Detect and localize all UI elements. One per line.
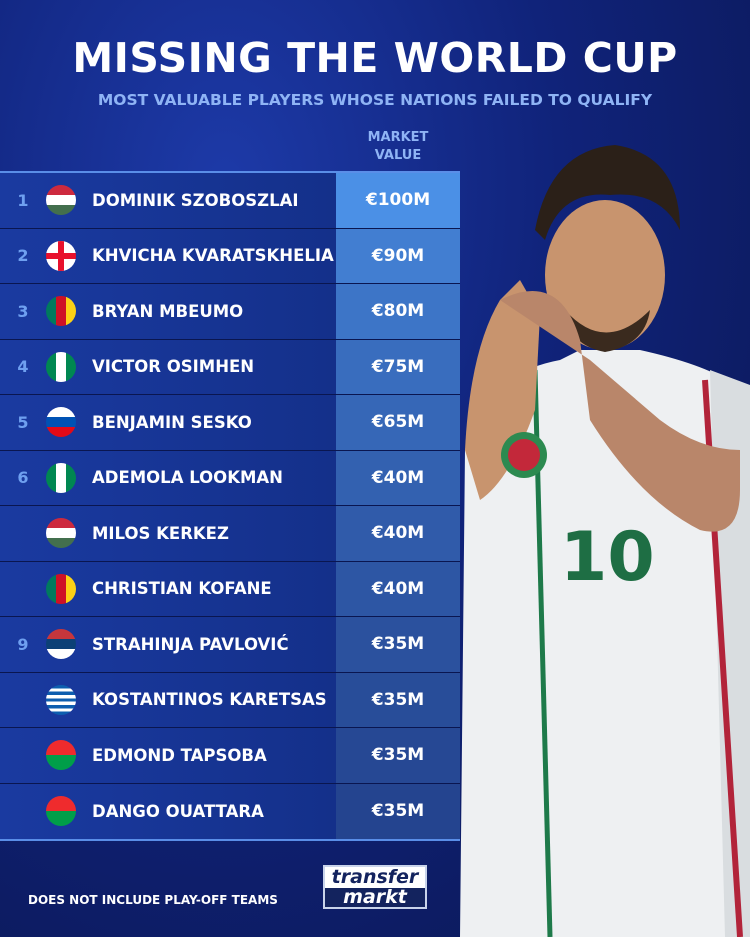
table-row: KOSTANTINOS KARETSAS €35M: [0, 672, 460, 728]
table-row: 2 KHVICHA KVARATSKHELIA €90M: [0, 228, 460, 284]
market-value: €80M: [336, 284, 460, 339]
player-name: DOMINIK SZOBOSZLAI: [92, 190, 299, 210]
cameroon-flag-icon: [46, 573, 76, 604]
rank: 3: [17, 301, 29, 321]
market-value: €75M: [336, 339, 460, 394]
market-value-header: MARKET VALUE: [367, 130, 429, 163]
player-cell: 6 ADEMOLA LOOKMAN: [0, 450, 336, 505]
player-name: BRYAN MBEUMO: [92, 301, 244, 321]
market-value: €40M: [336, 450, 460, 505]
player-cell: 2 KHVICHA KVARATSKHELIA: [0, 228, 336, 283]
table-row: DANGO OUATTARA €35M: [0, 783, 460, 839]
player-photo: 10: [460, 145, 750, 937]
rank: 5: [17, 412, 29, 432]
footer-note: DOES NOT INCLUDE PLAY-OFF TEAMS: [28, 893, 278, 907]
table-row: 1 DOMINIK SZOBOSZLAI €100M: [0, 173, 460, 229]
market-value: €35M: [336, 672, 460, 727]
greece-flag-icon: [46, 684, 76, 715]
slovenia-flag-icon: [46, 407, 76, 438]
table-row: 3 BRYAN MBEUMO €80M: [0, 284, 460, 340]
rank: 6: [17, 468, 29, 488]
subtitle: MOST VALUABLE PLAYERS WHOSE NATIONS FAIL…: [97, 91, 653, 109]
player-cell: 5 BENJAMIN SESKO: [0, 395, 336, 450]
table-row: 9 STRAHINJA PAVLOVIĆ €35M: [0, 617, 460, 673]
player-name: MILOS KERKEZ: [92, 523, 229, 543]
player-cell: 4 VICTOR OSIMHEN: [0, 339, 336, 394]
player-name: KHVICHA KVARATSKHELIA: [92, 246, 334, 266]
table-row: MILOS KERKEZ €40M: [0, 506, 460, 562]
player-name: CHRISTIAN KOFANE: [92, 579, 272, 599]
table-row: 5 BENJAMIN SESKO €65M: [0, 395, 460, 451]
market-value: €90M: [336, 228, 460, 283]
market-value: €40M: [336, 506, 460, 561]
rank: 9: [17, 634, 29, 654]
market-value: €100M: [336, 173, 460, 228]
table-row: EDMOND TAPSOBA €35M: [0, 728, 460, 784]
player-cell: CHRISTIAN KOFANE: [0, 561, 336, 616]
nigeria-flag-icon: [46, 462, 76, 493]
burkina-faso-flag-icon: [46, 740, 76, 771]
burkina-faso-flag-icon: [46, 796, 76, 827]
player-cell: 3 BRYAN MBEUMO: [0, 284, 336, 339]
player-cell: KOSTANTINOS KARETSAS: [0, 672, 336, 727]
table-row: CHRISTIAN KOFANE €40M: [0, 561, 460, 617]
logo-line1: transfer: [331, 866, 419, 888]
table-row: 4 VICTOR OSIMHEN €75M: [0, 339, 460, 395]
player-name: BENJAMIN SESKO: [92, 412, 252, 432]
rank: 2: [17, 246, 29, 266]
player-cell: 1 DOMINIK SZOBOSZLAI: [0, 173, 336, 228]
player-cell: 9 STRAHINJA PAVLOVIĆ: [0, 617, 336, 672]
rank: 1: [17, 190, 29, 210]
transfermarkt-logo: transfer markt: [323, 865, 427, 909]
market-value: €35M: [336, 783, 460, 839]
player-name: ADEMOLA LOOKMAN: [92, 468, 283, 488]
georgia-flag-icon: [46, 240, 76, 271]
player-name: EDMOND TAPSOBA: [92, 745, 267, 765]
serbia-flag-icon: [46, 629, 76, 660]
market-value: €40M: [336, 561, 460, 616]
player-cell: DANGO OUATTARA: [0, 783, 336, 839]
player-cell: MILOS KERKEZ: [0, 506, 336, 561]
market-value: €35M: [336, 728, 460, 783]
player-name: DANGO OUATTARA: [92, 801, 264, 821]
hungary-flag-icon: [46, 518, 76, 549]
hungary-flag-icon: [46, 185, 76, 216]
player-table: 1 DOMINIK SZOBOSZLAI €100M 2 KHVICHA KVA…: [0, 171, 460, 841]
player-name: VICTOR OSIMHEN: [92, 357, 255, 377]
player-name: KOSTANTINOS KARETSAS: [92, 690, 327, 710]
market-value: €35M: [336, 617, 460, 672]
rank: 4: [17, 357, 29, 377]
logo-line2: markt: [325, 888, 425, 907]
page-title: MISSING THE WORLD CUP: [72, 34, 678, 82]
table-row: 6 ADEMOLA LOOKMAN €40M: [0, 450, 460, 506]
cameroon-flag-icon: [46, 296, 76, 327]
nigeria-flag-icon: [46, 351, 76, 382]
shirt-number: 10: [560, 518, 655, 597]
market-value: €65M: [336, 395, 460, 450]
player-cell: EDMOND TAPSOBA: [0, 728, 336, 783]
player-name: STRAHINJA PAVLOVIĆ: [92, 634, 289, 654]
